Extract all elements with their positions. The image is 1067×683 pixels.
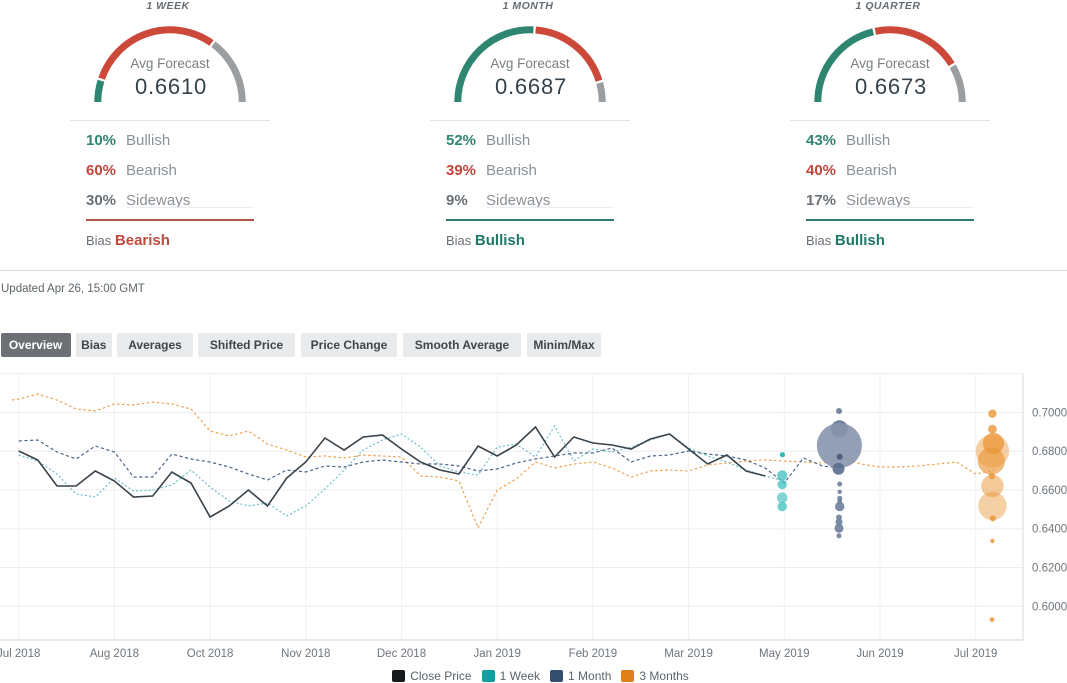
- svg-text:0.6200: 0.6200: [1032, 563, 1067, 575]
- svg-text:Jul 2018: Jul 2018: [0, 648, 40, 660]
- svg-text:Jul 2019: Jul 2019: [954, 648, 997, 660]
- svg-text:Nov 2018: Nov 2018: [281, 648, 330, 660]
- svg-text:Dec 2018: Dec 2018: [377, 648, 426, 660]
- svg-text:0.6400: 0.6400: [1032, 524, 1067, 536]
- svg-text:Jun 2019: Jun 2019: [856, 648, 903, 660]
- svg-text:Aug 2018: Aug 2018: [90, 648, 139, 660]
- svg-text:0.6800: 0.6800: [1032, 446, 1067, 458]
- svg-text:May 2019: May 2019: [759, 648, 810, 660]
- svg-text:0.6600: 0.6600: [1032, 485, 1067, 497]
- svg-text:Feb 2019: Feb 2019: [569, 648, 618, 660]
- svg-text:Jan 2019: Jan 2019: [474, 648, 521, 660]
- svg-text:0.7000: 0.7000: [1032, 407, 1067, 419]
- svg-text:0.6000: 0.6000: [1032, 601, 1067, 613]
- svg-text:Mar 2019: Mar 2019: [664, 648, 713, 660]
- svg-text:Oct 2018: Oct 2018: [187, 648, 234, 660]
